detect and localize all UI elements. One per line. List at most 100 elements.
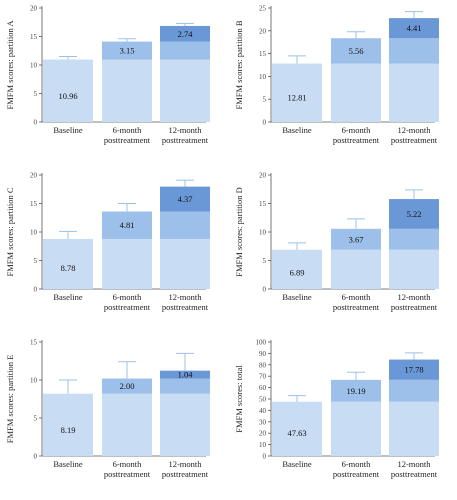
bar-2-baseline-segment [331, 249, 381, 289]
x-category-label: 6-month [113, 459, 143, 469]
x-category-label: Baseline [53, 125, 82, 135]
x-category-label: posttreatment [333, 135, 380, 145]
bar-1-baseline-segment [43, 393, 93, 456]
x-category-label: 12-month [397, 459, 431, 469]
chart-panel-6: FMFM scores: total 0 10 20 30 40 50 60 70 80 90 100… [229, 334, 457, 500]
x-category-label: posttreatment [104, 469, 151, 479]
y-tick-label: 50 [259, 396, 267, 404]
data-label-2: 2.00 [120, 381, 135, 391]
bar-2-baseline-segment [331, 401, 381, 456]
chart-svg-1: FMFM scores: partition A 0 5 10 15 20 Baseline… [5, 5, 210, 145]
y-tick-label: 40 [259, 407, 267, 415]
data-label-3: 4.37 [178, 194, 193, 204]
bar-2-baseline-segment [102, 393, 152, 456]
y-tick-label: 100 [256, 339, 267, 347]
x-category-label: 12-month [168, 459, 202, 469]
bar-3-increase-12m-segment [389, 359, 439, 380]
bar-1-baseline-segment [272, 401, 322, 456]
bar-1-baseline-segment [43, 59, 93, 122]
chart-panel-5: FMFM scores: partition E 0 5 10 15 Baseline 6-… [0, 334, 228, 500]
bar-1-baseline-segment [43, 238, 93, 289]
data-label-2: 3.15 [120, 46, 135, 56]
y-tick-label: 0 [34, 453, 38, 461]
bar-3-increase-6m-segment [389, 228, 439, 250]
data-label-1: 12.81 [287, 92, 306, 102]
y-tick-label: 5 [34, 257, 38, 265]
bar-3-baseline-segment [160, 238, 210, 289]
x-category-label: Baseline [282, 459, 311, 469]
y-tick-label: 80 [259, 361, 267, 369]
data-label-3: 5.22 [407, 209, 422, 219]
data-label-3: 17.78 [404, 365, 423, 375]
bar-2-increase-6m-segment [331, 379, 381, 402]
x-category-label: 6-month [113, 292, 143, 302]
x-category-label: 6-month [342, 292, 372, 302]
y-tick-label: 0 [34, 286, 38, 294]
chart-panel-2: FMFM scores: partition B 0 5 10 15 20 25 Baseli… [229, 0, 457, 166]
chart-svg-2: FMFM scores: partition B 0 5 10 15 20 25 Baseli… [234, 5, 439, 145]
data-label-1: 6.89 [290, 268, 305, 278]
bar-2-increase-6m-segment [102, 211, 152, 239]
bar-2-increase-6m-segment [331, 38, 381, 64]
bar-1-baseline-segment [272, 249, 322, 289]
data-label-2: 4.81 [120, 220, 135, 230]
data-label-2: 3.67 [349, 234, 364, 244]
y-tick-label: 10 [259, 73, 267, 81]
y-tick-label: 20 [30, 172, 38, 180]
x-category-label: Baseline [53, 459, 82, 469]
y-tick-label: 10 [259, 441, 267, 449]
data-label-1: 10.96 [58, 91, 77, 101]
y-tick-label: 15 [30, 339, 38, 347]
data-label-3: 2.74 [178, 29, 194, 39]
data-label-2: 19.19 [346, 386, 365, 396]
bar-2-baseline-segment [331, 63, 381, 122]
bar-3-increase-6m-segment [160, 378, 210, 394]
y-tick-label: 0 [34, 119, 38, 127]
x-category-label: posttreatment [333, 302, 380, 312]
y-tick-label: 0 [263, 119, 267, 127]
bar-3-increase-6m-segment [389, 38, 439, 64]
y-axis-label: FMFM scores: partition D [234, 187, 244, 277]
chart-svg-4: FMFM scores: partition D 0 5 10 15 20 Baseline… [234, 172, 439, 312]
bar-3-baseline-segment [389, 63, 439, 122]
y-tick-label: 10 [30, 377, 38, 385]
y-tick-label: 20 [259, 27, 267, 35]
x-category-label: posttreatment [104, 302, 151, 312]
x-category-label: 12-month [397, 125, 431, 135]
y-tick-label: 90 [259, 350, 267, 358]
bar-2-baseline-segment [102, 59, 152, 122]
y-tick-label: 5 [34, 90, 38, 98]
x-category-label: 12-month [168, 292, 202, 302]
bar-2-baseline-segment [102, 238, 152, 289]
x-category-label: posttreatment [162, 135, 209, 145]
x-category-label: posttreatment [391, 302, 438, 312]
y-tick-label: 60 [259, 384, 267, 392]
x-category-label: posttreatment [162, 469, 209, 479]
y-tick-label: 15 [259, 50, 267, 58]
x-category-label: Baseline [282, 292, 311, 302]
x-category-label: 12-month [397, 292, 431, 302]
bar-3-baseline-segment [389, 401, 439, 456]
y-tick-label: 20 [259, 172, 267, 180]
data-label-1: 8.19 [61, 425, 76, 435]
bar-2-increase-6m-segment [331, 228, 381, 250]
chart-panel-4: FMFM scores: partition D 0 5 10 15 20 Baseline… [229, 167, 457, 333]
bar-1-baseline-segment [272, 63, 322, 122]
chart-svg-5: FMFM scores: partition E 0 5 10 15 Baseline 6-… [5, 339, 210, 479]
data-label-3: 1.04 [178, 370, 194, 380]
data-label-3: 4.41 [407, 23, 422, 33]
y-axis-label: FMFM scores: total [234, 365, 244, 433]
y-tick-label: 70 [259, 373, 267, 381]
y-tick-label: 15 [259, 200, 267, 208]
y-axis-label: FMFM scores: partition A [5, 20, 15, 110]
y-tick-label: 0 [263, 286, 267, 294]
x-category-label: posttreatment [104, 135, 151, 145]
bar-3-baseline-segment [160, 393, 210, 456]
y-tick-label: 5 [34, 415, 38, 423]
chart-svg-6: FMFM scores: total 0 10 20 30 40 50 60 70 80 90 100… [234, 339, 439, 479]
x-category-label: posttreatment [391, 135, 438, 145]
y-tick-label: 5 [263, 96, 267, 104]
chart-panel-1: FMFM scores: partition A 0 5 10 15 20 Baseline… [0, 0, 228, 166]
y-tick-label: 10 [30, 229, 38, 237]
